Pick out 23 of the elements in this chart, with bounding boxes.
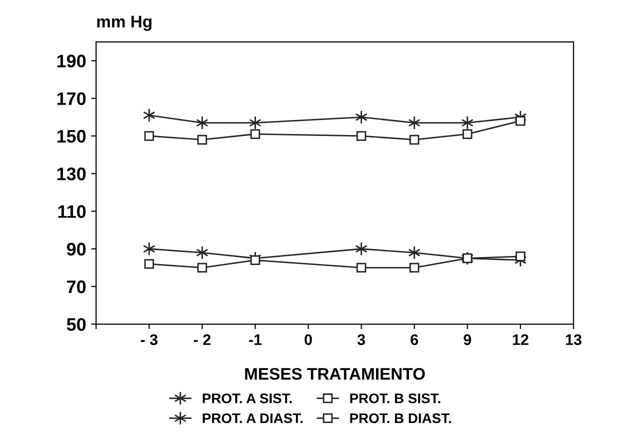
y-tick-label: 90 <box>66 242 86 256</box>
y-tick-label: 70 <box>67 280 86 294</box>
x-tick-label: 3 <box>357 334 366 346</box>
legend-label: PROT. A SIST. <box>202 393 292 404</box>
x-tick-label: 6 <box>410 334 418 346</box>
x-tick-label: 12 <box>512 334 528 345</box>
y-tick-label: 110 <box>58 205 86 218</box>
y-tick-label: 170 <box>57 92 86 106</box>
x-tick-label: 9 <box>464 334 472 346</box>
y-tick-label: 130 <box>57 168 86 180</box>
y-axis-title: mm Hg <box>97 16 152 31</box>
legend-label: PROT. B DIAST. <box>350 413 451 424</box>
x-tick-label: 13 <box>566 334 582 346</box>
legend-label: PROT. A DIAST. <box>202 413 303 424</box>
x-tick-label: - 2 <box>194 334 210 345</box>
x-tick-label: 0 <box>304 334 312 346</box>
y-tick-label: 50 <box>66 318 86 331</box>
x-tick-label: - 3 <box>140 334 158 346</box>
x-axis-title: MESES TRATAMIENTO <box>245 368 425 380</box>
legend-label: PROT. B SIST. <box>350 393 440 404</box>
y-tick-label: 190 <box>57 54 86 68</box>
y-tick-label: 150 <box>57 130 86 143</box>
x-tick-label: -1 <box>249 334 262 345</box>
